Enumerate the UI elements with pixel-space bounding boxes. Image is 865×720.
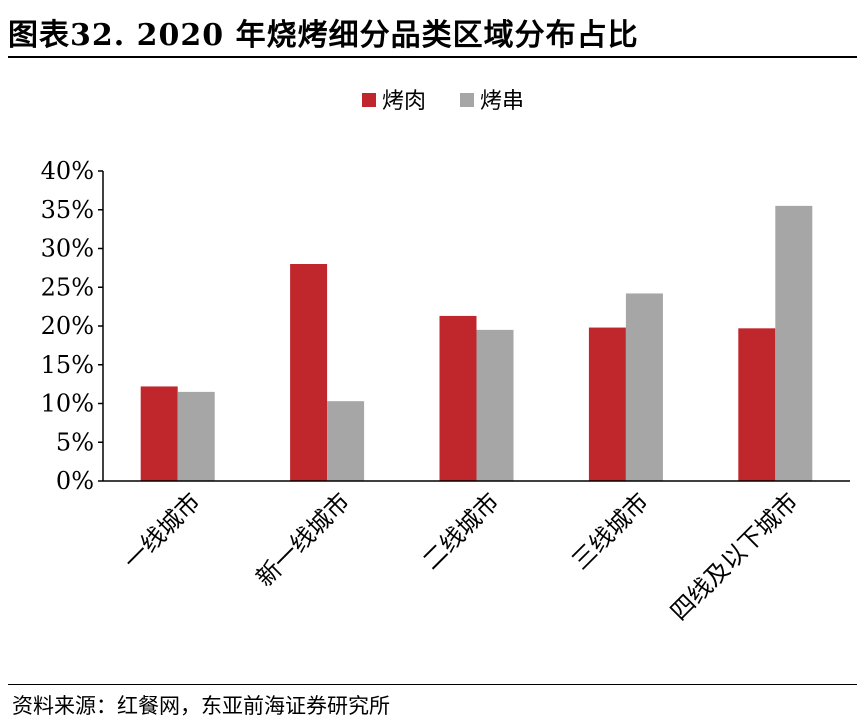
bar-kaorou-4 bbox=[588, 327, 626, 481]
chart-title: 图表32. 2020 年烧烤细分品类区域分布占比 bbox=[8, 18, 639, 53]
bar-kaochuan-1 bbox=[177, 391, 215, 481]
y-tick-label: 5% bbox=[56, 428, 94, 456]
y-axis: 0% 5% 10% 15% 20% 25% 30% 35% 40% bbox=[41, 157, 104, 495]
x-axis: 一线城市 新一线城市 二线城市 三线城市 四线及以下城市 bbox=[103, 480, 850, 626]
x-category-label: 一线城市 bbox=[118, 487, 206, 575]
y-tick-label: 35% bbox=[41, 196, 94, 224]
source-note: 资料来源：红餐网，东亚前海证券研究所 bbox=[12, 694, 390, 718]
bars bbox=[140, 205, 813, 481]
bar-kaorou-1 bbox=[140, 386, 178, 481]
x-category-label: 三线城市 bbox=[566, 487, 654, 575]
y-tick-label: 20% bbox=[41, 312, 94, 340]
legend-label-1: 烤肉 bbox=[382, 89, 426, 114]
x-category-label: 四线及以下城市 bbox=[665, 487, 804, 626]
title-divider bbox=[8, 56, 857, 58]
bar-kaochuan-5 bbox=[775, 205, 813, 481]
y-tick-label: 30% bbox=[41, 235, 94, 263]
y-tick-label: 40% bbox=[41, 157, 94, 185]
y-tick-label: 25% bbox=[41, 273, 94, 301]
y-tick-label: 15% bbox=[41, 351, 94, 379]
legend-swatch-1 bbox=[362, 93, 376, 107]
bar-kaochuan-2 bbox=[327, 401, 365, 481]
legend-label-2: 烤串 bbox=[480, 89, 524, 114]
bar-kaochuan-3 bbox=[476, 329, 514, 481]
y-tick-label: 0% bbox=[56, 467, 94, 495]
footer-divider bbox=[8, 684, 857, 685]
y-tick-label: 10% bbox=[41, 390, 94, 418]
bar-chart: 烤肉 烤串 0% 5% 10% 15% 20% 25% 30% 35% 40% 一线城市 新一线城市… bbox=[41, 89, 850, 626]
legend-swatch-2 bbox=[460, 93, 474, 107]
legend: 烤肉 烤串 bbox=[362, 89, 524, 114]
bar-kaorou-3 bbox=[439, 315, 477, 481]
bar-kaochuan-4 bbox=[625, 293, 663, 481]
x-category-label: 新一线城市 bbox=[251, 487, 356, 592]
bar-kaorou-2 bbox=[290, 264, 328, 481]
bar-kaorou-5 bbox=[738, 328, 776, 481]
x-category-label: 二线城市 bbox=[417, 487, 505, 575]
